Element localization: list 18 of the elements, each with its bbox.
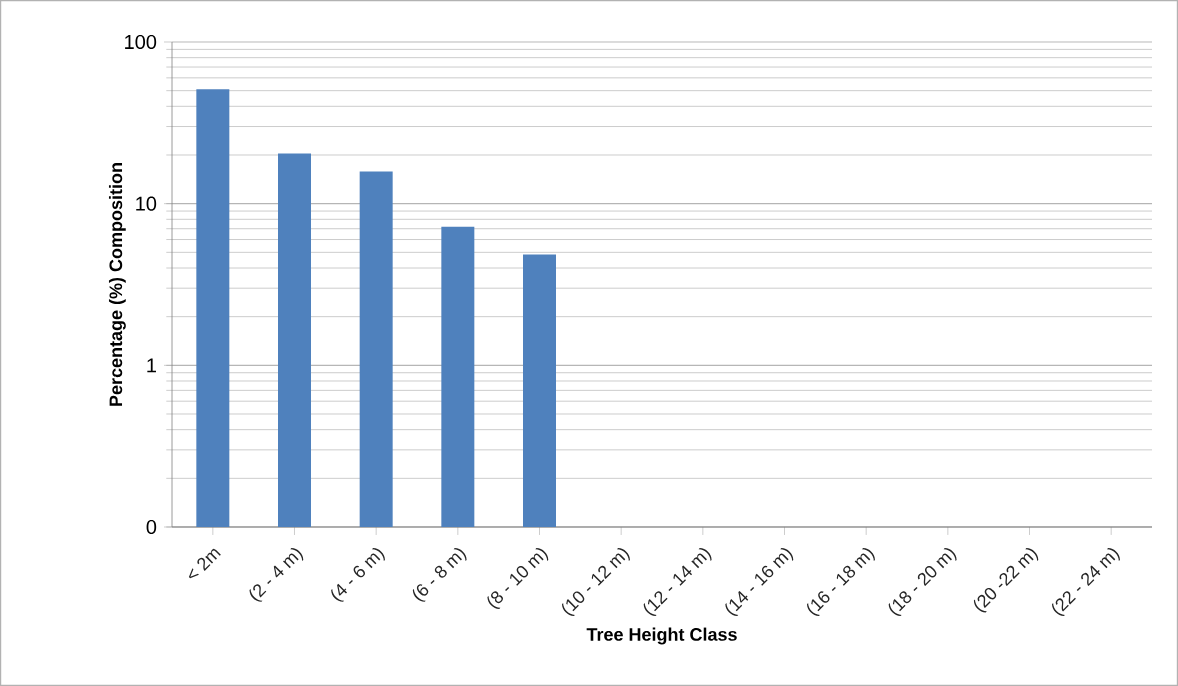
y-tick-label: 1 — [147, 358, 156, 373]
x-tick-label: (22 - 24 m) — [1052, 548, 1120, 616]
x-tick-label: (16 - 18 m) — [807, 548, 875, 616]
x-tick-label: (14 - 16 m) — [725, 548, 794, 616]
x-tick-label: (2 - 4 m) — [249, 548, 304, 602]
x-tick-label: (10 - 12 m) — [562, 548, 630, 616]
y-tick-label: 10 — [136, 196, 157, 211]
x-tick-label: (6 - 8 m) — [412, 548, 467, 602]
y-tick-label: 0 — [146, 519, 157, 535]
y-axis-title: Percentage (%) Composition — [108, 163, 126, 406]
x-tick-label: (4 - 6 m) — [331, 548, 385, 602]
x-tick-label: < 2m — [188, 548, 221, 579]
x-tick-label: (8 - 10 m) — [487, 548, 549, 609]
x-axis-title: Tree Height Class — [586, 627, 737, 645]
x-tick-label: (18 - 20 m) — [888, 548, 957, 616]
x-tick-label: (20 -22 m) — [973, 548, 1039, 613]
y-tick-label: 100 — [125, 34, 157, 50]
x-tick-label: (12 - 14 m) — [643, 548, 712, 616]
